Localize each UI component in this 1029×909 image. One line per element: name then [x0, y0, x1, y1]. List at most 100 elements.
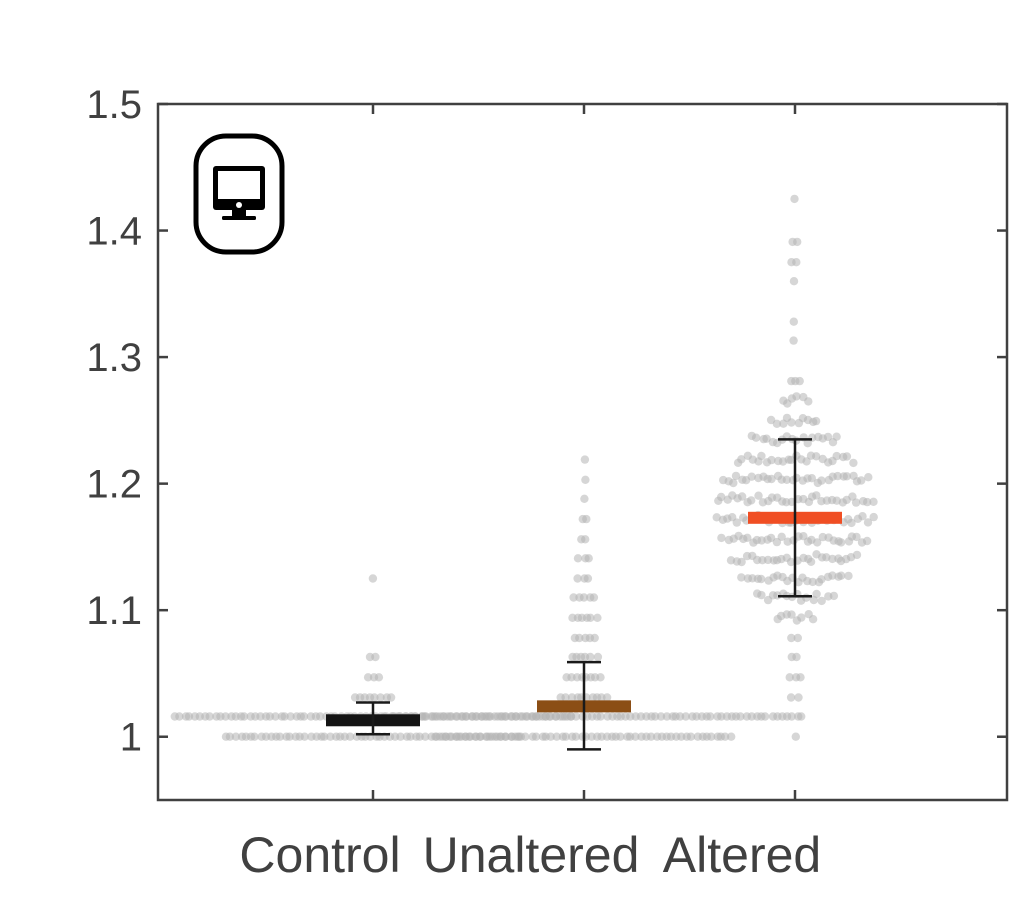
data-point: [569, 593, 578, 602]
mean-sd-markers: [326, 438, 842, 751]
data-point: [802, 457, 811, 466]
data-point: [286, 712, 295, 721]
data-point: [848, 492, 857, 501]
data-point: [500, 712, 510, 721]
data-point: [731, 471, 741, 481]
data-point: [507, 732, 516, 741]
data-point: [847, 518, 856, 528]
data-point: [832, 451, 841, 461]
data-point: [837, 571, 846, 580]
data-point: [584, 554, 593, 563]
data-point: [586, 613, 595, 622]
data-point: [445, 732, 455, 741]
data-point: [646, 732, 656, 741]
data-point: [858, 512, 867, 521]
data-point: [787, 633, 796, 643]
data-point: [833, 471, 842, 481]
data-point: [406, 732, 415, 741]
data-point: [790, 194, 799, 204]
data-point: [792, 392, 801, 401]
data-point: [792, 652, 801, 662]
data-point: [285, 732, 294, 741]
data-point: [662, 712, 672, 721]
data-point: [561, 693, 570, 702]
data-point: [812, 589, 821, 599]
data-point: [551, 712, 560, 721]
y-tick-label: 1.2: [86, 463, 142, 507]
data-point: [812, 452, 821, 461]
data-point: [766, 533, 776, 543]
data-point: [371, 652, 380, 662]
x-category-label: Control: [239, 827, 400, 883]
data-point: [864, 473, 873, 482]
data-point: [326, 732, 335, 741]
data-point: [797, 712, 806, 721]
data-point: [575, 633, 584, 643]
data-point: [175, 712, 184, 721]
data-point: [686, 732, 696, 741]
x-category-label: Altered: [663, 827, 821, 883]
plot-frame: [156, 102, 1009, 802]
data-point: [573, 574, 582, 583]
data-point: [374, 673, 384, 682]
data-point: [581, 535, 590, 544]
data-point: [808, 577, 817, 587]
data-point: [706, 712, 715, 721]
data-point: [842, 452, 852, 461]
data-point: [521, 732, 530, 741]
data-point: [532, 712, 541, 721]
data-point: [852, 532, 861, 542]
data-point: [789, 277, 799, 286]
data-point: [345, 732, 355, 741]
monitor-icon: [193, 133, 285, 255]
data-point: [421, 712, 431, 721]
y-tick-label: 1.1: [86, 589, 142, 633]
data-point: [582, 514, 591, 524]
data-point: [221, 712, 230, 721]
y-tick-label: 1.4: [86, 210, 142, 254]
data-point: [851, 498, 861, 507]
data-point: [583, 574, 593, 583]
data-point: [205, 712, 214, 721]
data-points: [170, 194, 878, 741]
data-point: [511, 712, 521, 721]
data-point: [767, 474, 776, 484]
data-point: [791, 732, 800, 741]
data-point: [376, 693, 385, 702]
data-point: [370, 693, 379, 702]
data-point: [785, 673, 794, 682]
data-point: [789, 336, 798, 345]
data-point: [717, 533, 726, 543]
data-point: [461, 712, 471, 721]
axis-ticks: [158, 102, 1007, 800]
data-point: [747, 472, 756, 481]
axis-labels: 1 1.1 1.2 1.3 1.4 1.5 Control Unaltered Altered: [86, 83, 821, 883]
data-point: [573, 554, 583, 563]
data-point: [792, 258, 801, 267]
data-point: [552, 732, 561, 741]
data-point: [862, 536, 872, 546]
data-point: [386, 693, 396, 702]
data-point: [852, 550, 862, 560]
data-point: [681, 712, 690, 721]
data-point: [736, 712, 745, 721]
data-point: [184, 712, 194, 721]
data-point: [656, 712, 666, 721]
data-point: [757, 451, 766, 461]
data-point: [817, 596, 826, 606]
data-point: [811, 416, 821, 426]
data-point: [631, 732, 640, 741]
data-point: [747, 496, 756, 505]
data-point: [849, 458, 858, 468]
data-point: [812, 491, 821, 500]
data-point: [869, 512, 878, 522]
data-point: [737, 573, 746, 582]
data-point: [782, 475, 791, 484]
data-point: [787, 418, 796, 427]
data-point: [787, 712, 796, 721]
data-point: [239, 712, 249, 721]
data-point: [717, 492, 726, 502]
data-point: [571, 732, 581, 741]
data-point: [586, 652, 595, 662]
y-tick-label: 1.3: [86, 336, 142, 380]
